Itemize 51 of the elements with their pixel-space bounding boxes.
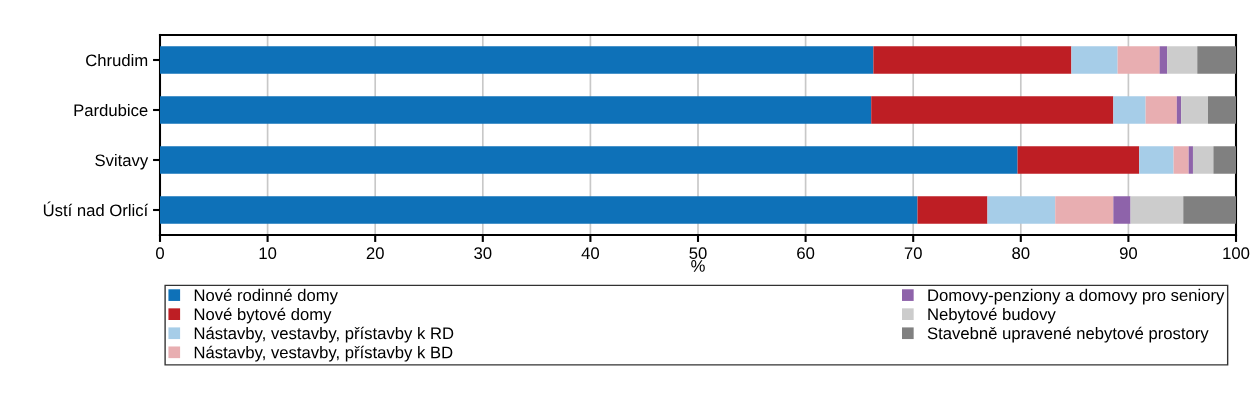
bar (1213, 146, 1236, 174)
bar (1188, 146, 1193, 174)
bar (917, 196, 988, 224)
x-tick-label: 50 (689, 247, 707, 260)
bar (1117, 46, 1160, 74)
bar (1183, 196, 1236, 224)
bar (987, 196, 1056, 224)
bar (1159, 46, 1168, 74)
bar (160, 196, 918, 224)
x-tick-label: 40 (581, 247, 600, 260)
x-axis-title: % (691, 260, 705, 272)
x-tick-label: 100 (1223, 247, 1250, 260)
x-tick-label: 10 (259, 247, 277, 260)
bar (1071, 46, 1118, 74)
bar (1192, 146, 1214, 174)
bar (1113, 196, 1131, 224)
legend-label: Nové rodinné domy (194, 288, 338, 305)
x-tick-label: 20 (366, 247, 384, 260)
x-tick-label: 30 (474, 247, 492, 260)
bar (1167, 46, 1198, 74)
bar (1130, 196, 1184, 224)
y-tick-label: Pardubice (74, 103, 148, 117)
bar (873, 46, 1072, 74)
x-tick-label: 60 (797, 247, 815, 260)
bar (871, 96, 1114, 124)
bar (160, 46, 874, 74)
y-tick-label: Ústí nad Orlicí (43, 201, 149, 217)
x-tick-label: 0 (156, 247, 164, 260)
bar (1181, 96, 1209, 124)
x-tick-label: 90 (1119, 247, 1138, 260)
bar (1173, 146, 1189, 174)
y-tick-label: Chrudim (86, 53, 148, 67)
x-tick-label: 80 (1012, 247, 1030, 260)
bar (1017, 146, 1140, 174)
legend-label: Nové bytové domy (194, 307, 332, 324)
bar (1145, 96, 1177, 124)
legend-label: Nástavby, vestavby, přístavby k RD (194, 326, 454, 343)
bar (160, 96, 872, 124)
y-tick-label: Svitavy (95, 153, 149, 170)
bar (1139, 146, 1174, 174)
bar (1197, 46, 1236, 74)
x-tick-label: 70 (904, 247, 922, 260)
bar (1176, 96, 1182, 124)
bar (160, 146, 1018, 174)
legend-label: Nebytové budovy (928, 307, 1056, 324)
legend-label: Stavebně upravené nebytové prostory (927, 326, 1209, 343)
legend-label: Nástavby, vestavby, přístavby k BD (194, 345, 453, 362)
bar (1208, 96, 1236, 124)
bar (1113, 96, 1146, 124)
bar (1055, 196, 1114, 224)
legend-label: Domovy-penziony a domovy pro seniory (928, 288, 1225, 305)
